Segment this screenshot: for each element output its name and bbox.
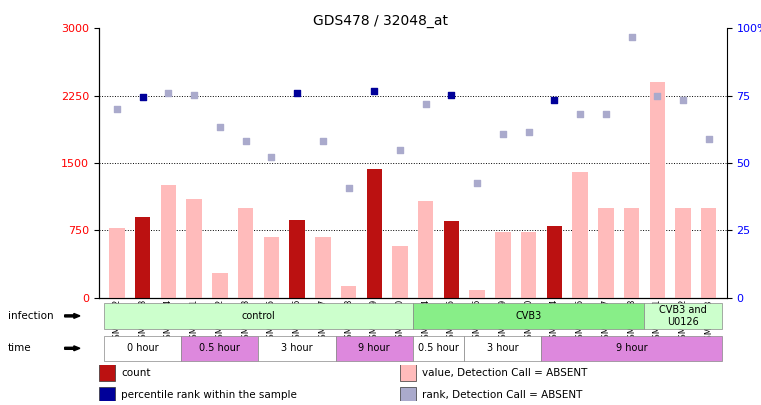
Bar xyxy=(418,201,434,298)
Text: value, Detection Call = ABSENT: value, Detection Call = ABSENT xyxy=(422,367,587,377)
Bar xyxy=(413,335,464,361)
Point xyxy=(600,111,612,117)
Bar xyxy=(675,208,691,298)
Point xyxy=(368,88,380,94)
Bar xyxy=(263,237,279,298)
Text: count: count xyxy=(121,367,151,377)
Bar xyxy=(212,273,228,298)
Point xyxy=(651,92,664,99)
Bar xyxy=(400,364,416,381)
Text: 0 hour: 0 hour xyxy=(127,343,158,353)
Point xyxy=(214,124,226,130)
Point xyxy=(497,131,509,138)
Text: control: control xyxy=(241,311,275,321)
Bar xyxy=(289,220,304,298)
Text: 9 hour: 9 hour xyxy=(616,343,648,353)
Bar xyxy=(238,208,253,298)
Bar xyxy=(521,232,537,298)
Bar xyxy=(495,232,511,298)
Bar xyxy=(444,222,459,298)
Bar xyxy=(546,226,562,298)
Bar xyxy=(99,387,115,404)
Point xyxy=(266,153,278,160)
Point xyxy=(677,97,689,103)
Point xyxy=(548,97,560,103)
Point xyxy=(523,129,535,136)
Text: infection: infection xyxy=(8,311,53,321)
Bar xyxy=(572,172,587,298)
Bar xyxy=(135,217,151,298)
Text: percentile rank within the sample: percentile rank within the sample xyxy=(121,390,297,401)
Point xyxy=(445,92,457,98)
Bar xyxy=(367,169,382,298)
Bar xyxy=(542,335,721,361)
Bar xyxy=(104,335,181,361)
Point xyxy=(419,100,431,107)
Point xyxy=(291,90,303,96)
Text: time: time xyxy=(8,343,31,353)
Point xyxy=(162,90,174,96)
Text: 0.5 hour: 0.5 hour xyxy=(418,343,459,353)
Bar xyxy=(413,303,645,329)
Bar xyxy=(104,303,413,329)
Bar xyxy=(99,364,115,381)
Bar xyxy=(181,335,259,361)
Bar xyxy=(400,387,416,404)
Point xyxy=(111,106,123,112)
Bar xyxy=(110,228,125,298)
Bar xyxy=(341,286,356,298)
Point xyxy=(317,137,329,144)
Point xyxy=(626,34,638,40)
Bar xyxy=(259,335,336,361)
Bar xyxy=(336,335,413,361)
Bar xyxy=(392,245,408,298)
Point xyxy=(702,136,715,142)
Bar xyxy=(645,303,721,329)
Bar xyxy=(464,335,542,361)
Text: 0.5 hour: 0.5 hour xyxy=(199,343,240,353)
Text: 3 hour: 3 hour xyxy=(487,343,519,353)
Point xyxy=(394,147,406,153)
Point xyxy=(471,179,483,186)
Bar xyxy=(186,199,202,298)
Text: rank, Detection Call = ABSENT: rank, Detection Call = ABSENT xyxy=(422,390,583,401)
Text: CVB3: CVB3 xyxy=(515,311,542,321)
Text: 9 hour: 9 hour xyxy=(358,343,390,353)
Text: 3 hour: 3 hour xyxy=(282,343,313,353)
Bar xyxy=(701,208,716,298)
Text: GDS478 / 32048_at: GDS478 / 32048_at xyxy=(313,14,448,28)
Bar xyxy=(470,290,485,298)
Bar xyxy=(650,82,665,298)
Bar xyxy=(315,237,330,298)
Bar xyxy=(624,208,639,298)
Point xyxy=(240,137,252,144)
Point xyxy=(188,92,200,98)
Bar xyxy=(598,208,613,298)
Point xyxy=(136,93,148,100)
Bar xyxy=(161,185,176,298)
Point xyxy=(574,111,586,117)
Text: CVB3 and
U0126: CVB3 and U0126 xyxy=(659,305,707,327)
Point xyxy=(342,185,355,192)
